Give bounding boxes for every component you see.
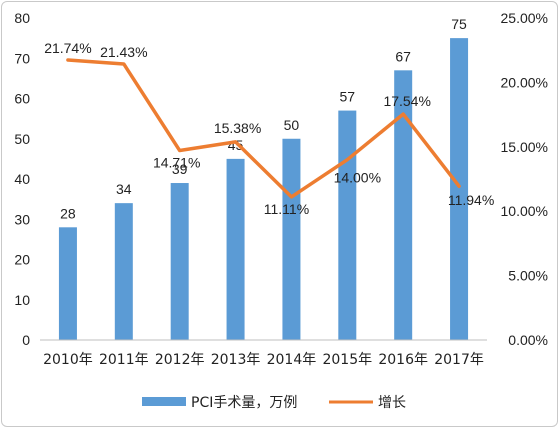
bar-series: 28 34 39 45 50 57 67 75 bbox=[58, 16, 469, 340]
left-axis-tick-label: 50 bbox=[14, 131, 30, 147]
legend-label-bar: PCI手术量，万例 bbox=[191, 395, 297, 411]
bar-data-label: 50 bbox=[284, 117, 300, 133]
x-axis-tick-label: 2012年 bbox=[155, 352, 205, 368]
bar-data-label: 34 bbox=[116, 181, 132, 197]
bar bbox=[394, 70, 413, 340]
x-axis-tick-label: 2016年 bbox=[378, 352, 428, 368]
left-axis-tick-label: 0 bbox=[22, 332, 30, 348]
line-series: 21.74% 21.43% 14.71% 15.38% 11.11% 14.00% 17.5… bbox=[44, 40, 494, 217]
bar-data-label: 57 bbox=[340, 89, 356, 105]
line-data-label: 11.94% bbox=[448, 192, 494, 208]
left-axis-ticks: 0 10 20 30 40 50 60 70 80 bbox=[14, 10, 30, 348]
bar-data-label: 45 bbox=[228, 137, 244, 153]
x-axis-tick-label: 2015年 bbox=[322, 352, 372, 368]
left-axis-tick-label: 80 bbox=[14, 10, 30, 26]
right-axis-tick-label: 5.00% bbox=[508, 268, 548, 284]
left-axis-tick-label: 70 bbox=[14, 50, 30, 66]
left-axis-tick-label: 10 bbox=[14, 292, 30, 308]
left-axis-tick-label: 40 bbox=[14, 171, 30, 187]
right-axis-tick-label: 25.00% bbox=[501, 10, 548, 26]
x-axis-tick-label: 2013年 bbox=[211, 352, 261, 368]
bar-data-label: 28 bbox=[60, 205, 76, 221]
bar-data-label: 39 bbox=[172, 161, 188, 177]
line-data-label: 15.38% bbox=[214, 120, 261, 136]
right-axis-tick-label: 15.00% bbox=[501, 139, 548, 155]
left-axis-tick-label: 20 bbox=[14, 252, 30, 268]
right-axis-tick-label: 20.00% bbox=[501, 74, 548, 90]
legend-label-line: 增长 bbox=[378, 395, 406, 411]
x-axis-tick-label: 2010年 bbox=[43, 352, 93, 368]
left-axis-tick-label: 30 bbox=[14, 211, 30, 227]
bar bbox=[114, 203, 133, 340]
legend: PCI手术量，万例 增长 bbox=[142, 395, 406, 411]
x-axis-tick-label: 2014年 bbox=[267, 352, 317, 368]
right-axis-tick-label: 0.00% bbox=[508, 332, 548, 348]
line-data-label: 17.54% bbox=[383, 93, 430, 109]
legend-swatch-bar bbox=[142, 397, 186, 406]
right-axis-ticks: 0.00% 5.00% 10.00% 15.00% 20.00% 25.00% bbox=[501, 10, 548, 348]
bar bbox=[58, 227, 77, 340]
line-data-label: 11.11% bbox=[264, 201, 309, 217]
bar bbox=[282, 138, 301, 340]
bar bbox=[226, 158, 245, 340]
growth-line bbox=[66, 58, 461, 199]
x-axis-tick-label: 2017年 bbox=[434, 352, 484, 368]
bar bbox=[338, 110, 357, 340]
x-axis-tick-label: 2011年 bbox=[99, 352, 149, 368]
line-data-label: 21.43% bbox=[100, 44, 147, 60]
bar-data-label: 75 bbox=[451, 16, 467, 32]
line-data-label: 14.00% bbox=[334, 170, 381, 186]
left-axis-tick-label: 60 bbox=[14, 91, 30, 107]
x-axis-labels: 2010年 2011年 2012年 2013年 2014年 2015年 2016年 2017年 bbox=[43, 352, 484, 368]
line-data-label: 21.74% bbox=[44, 40, 91, 56]
bar-data-label: 67 bbox=[395, 48, 411, 64]
bar bbox=[170, 183, 189, 340]
line-data-label: 14.71% bbox=[153, 155, 200, 171]
bar bbox=[450, 38, 469, 340]
right-axis-tick-label: 10.00% bbox=[501, 203, 548, 219]
